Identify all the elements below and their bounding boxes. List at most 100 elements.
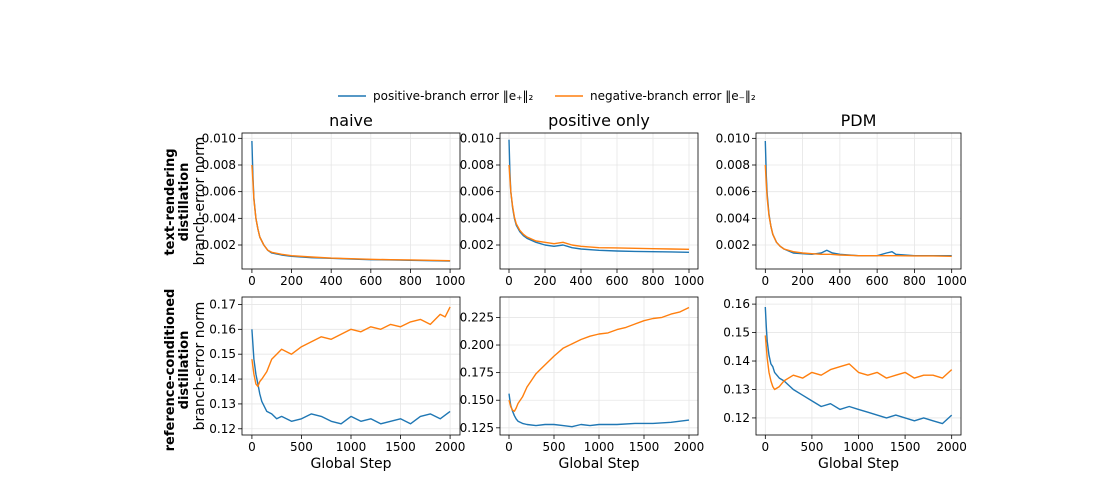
- x-tick-label: 0: [761, 274, 769, 288]
- series-line-positive: [764, 140, 952, 257]
- x-tick-label: 600: [359, 274, 382, 288]
- x-axis-label: Global Step: [818, 456, 899, 472]
- series-line-positive: [764, 306, 953, 425]
- y-tick-label: 0.200: [460, 338, 494, 352]
- y-tick-label: 0.12: [723, 411, 750, 425]
- x-tick-label: 800: [399, 274, 422, 288]
- y-tick-label: 0.125: [460, 421, 494, 435]
- x-tick-label: 2000: [674, 440, 705, 454]
- x-axis-label: Global Step: [311, 456, 392, 472]
- y-tick-label: 0.010: [202, 131, 236, 145]
- series-line-positive: [508, 393, 690, 428]
- y-tick-label: 0.12: [209, 422, 236, 436]
- panel-2: 0 200 400 600 800 1000 0.002 0.004 0.006 0.008 0.0…: [460, 111, 705, 288]
- x-tick-label: 0: [761, 440, 769, 454]
- legend: positive-branch error ‖e₊‖₂ negative-bra…: [338, 89, 756, 103]
- row-label-bottom-line2: distillation: [177, 331, 192, 410]
- x-tick-label: 1000: [435, 274, 466, 288]
- y-tick-label: 0.16: [209, 322, 236, 336]
- x-tick-label: 200: [280, 274, 303, 288]
- axes-frame: [241, 132, 461, 270]
- y-tick-label: 0.14: [723, 354, 750, 368]
- panel-title: naive: [329, 111, 373, 130]
- x-tick-label: 500: [800, 440, 823, 454]
- y-tick-label: 0.225: [460, 310, 494, 324]
- row-label-top-line2: distillation: [177, 163, 192, 242]
- y-tick-label: 0.010: [716, 131, 750, 145]
- y-tick-label: 0.15: [723, 326, 750, 340]
- x-tick-label: 1500: [890, 440, 921, 454]
- panel-1: 0 200 400 600 800 1000 0.002 0.004 0.006 0.008 0.0…: [192, 111, 465, 288]
- series-line-positive: [508, 139, 690, 253]
- y-tick-label: 0.006: [716, 185, 750, 199]
- series-line-negative: [764, 335, 953, 391]
- x-tick-label: 0: [248, 440, 256, 454]
- series-line-negative: [508, 306, 690, 412]
- series-line-positive: [251, 329, 451, 425]
- x-tick-label: 2000: [936, 440, 967, 454]
- y-tick-label: 0.010: [460, 131, 494, 145]
- legend-label-negative: negative-branch error ‖e₋‖₂: [590, 89, 756, 103]
- y-tick-label: 0.006: [202, 185, 236, 199]
- x-tick-label: 200: [791, 274, 814, 288]
- y-tick-label: 0.17: [209, 297, 236, 311]
- x-tick-label: 2000: [435, 440, 466, 454]
- y-tick-label: 0.175: [460, 366, 494, 380]
- y-tick-label: 0.14: [209, 372, 236, 386]
- axes-frame: [499, 132, 699, 270]
- row-label-bottom: reference-conditioned distillation: [163, 289, 192, 452]
- x-tick-label: 1500: [385, 440, 416, 454]
- row-label-top: text-rendering distillation: [163, 148, 192, 255]
- x-tick-label: 400: [320, 274, 343, 288]
- x-tick-label: 1000: [843, 440, 874, 454]
- y-tick-label: 0.16: [723, 297, 750, 311]
- y-tick-label: 0.004: [202, 211, 236, 225]
- x-tick-label: 400: [828, 274, 851, 288]
- y-axis-label: branch-error norm: [192, 302, 208, 431]
- y-tick-label: 0.002: [202, 238, 236, 252]
- series-line-negative: [251, 306, 451, 388]
- series-line-negative: [251, 164, 451, 262]
- x-tick-label: 1000: [336, 440, 367, 454]
- x-tick-label: 600: [606, 274, 629, 288]
- y-tick-label: 0.006: [460, 185, 494, 199]
- x-tick-label: 0: [505, 274, 513, 288]
- y-tick-label: 0.008: [460, 158, 494, 172]
- y-tick-label: 0.13: [723, 382, 750, 396]
- panel-4: 0 500 1000 1500 2000 0.12 0.13 0.14 0.15 0.16 0.17…: [192, 296, 466, 472]
- panel-title: positive only: [548, 111, 650, 130]
- x-tick-label: 500: [290, 440, 313, 454]
- y-tick-label: 0.002: [716, 238, 750, 252]
- y-tick-label: 0.008: [716, 158, 750, 172]
- x-tick-label: 1000: [584, 440, 615, 454]
- series-line-negative: [764, 164, 952, 257]
- series-line-positive: [251, 140, 451, 262]
- x-tick-label: 400: [570, 274, 593, 288]
- row-label-top-line1: text-rendering: [163, 148, 178, 255]
- panel-6: 0 500 1000 1500 2000 0.12 0.13 0.14 0.15 0.16 Glob…: [723, 296, 967, 472]
- x-tick-label: 0: [248, 274, 256, 288]
- y-tick-label: 0.150: [460, 393, 494, 407]
- x-tick-label: 1500: [629, 440, 660, 454]
- panel-5: 0 500 1000 1500 2000 0.125 0.150 0.175 0.200 0.22…: [460, 296, 705, 472]
- y-axis-label: branch-error norm: [192, 137, 208, 266]
- y-tick-label: 0.15: [209, 347, 236, 361]
- panels: 0 200 400 600 800 1000 0.002 0.004 0.006 0.008 0.0…: [192, 111, 967, 472]
- y-tick-label: 0.004: [460, 211, 494, 225]
- row-label-bottom-line1: reference-conditioned: [163, 289, 178, 452]
- y-tick-label: 0.002: [460, 238, 494, 252]
- y-tick-label: 0.13: [209, 397, 236, 411]
- x-tick-label: 1000: [674, 274, 705, 288]
- x-tick-label: 200: [534, 274, 557, 288]
- axes-frame: [755, 132, 962, 270]
- x-tick-label: 800: [903, 274, 926, 288]
- x-tick-label: 1000: [936, 274, 967, 288]
- x-axis-label: Global Step: [559, 456, 640, 472]
- x-tick-label: 500: [543, 440, 566, 454]
- panel-3: 0 200 400 600 800 1000 0.002 0.004 0.006 0.008 0.0…: [716, 111, 967, 288]
- x-tick-label: 600: [866, 274, 889, 288]
- series-line-negative: [508, 164, 690, 250]
- x-tick-label: 800: [642, 274, 665, 288]
- panel-title: PDM: [841, 111, 877, 130]
